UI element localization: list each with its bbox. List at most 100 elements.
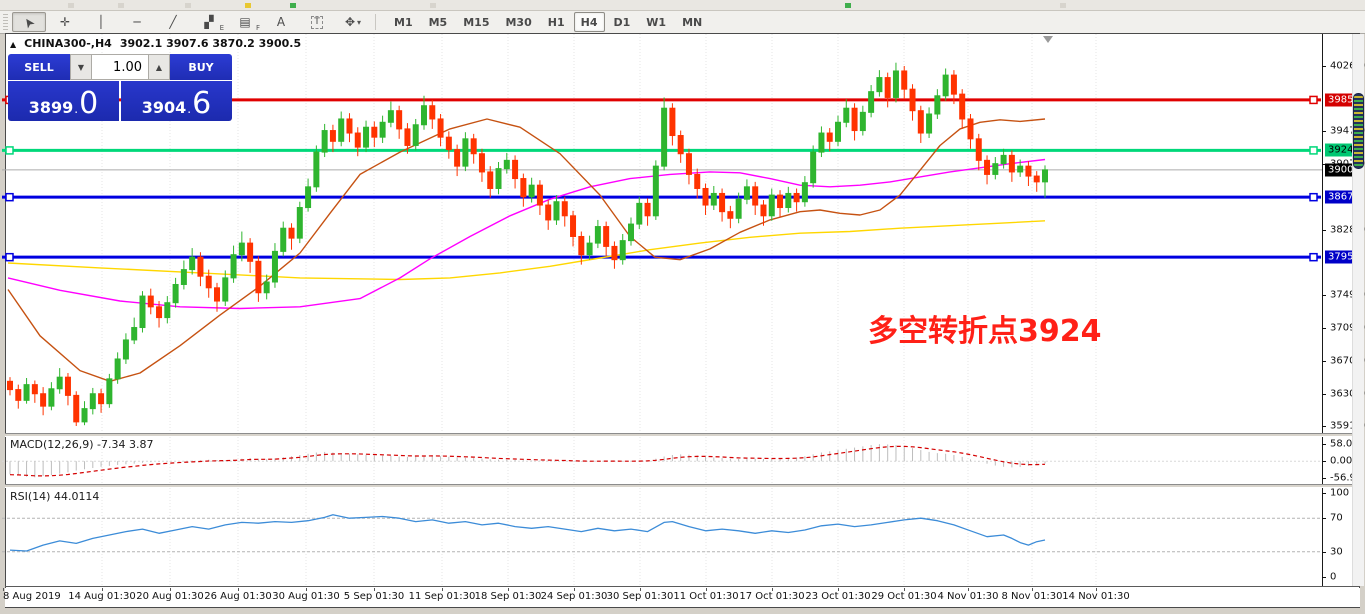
time-tick-label: 14 Nov 01:30 (1062, 591, 1130, 602)
timeframe-w1-button[interactable]: W1 (646, 15, 667, 29)
price-tick-label: 3630.0 (1330, 388, 1365, 400)
sell-price-button[interactable]: 3899 . 0 (8, 81, 119, 121)
tool-vertical-line-icon[interactable]: │ (97, 15, 105, 29)
tool-trendline-icon[interactable]: ╱ (169, 15, 177, 29)
time-tick-label: 5 Sep 01:30 (343, 591, 405, 602)
price-tick-mark (1322, 328, 1326, 330)
toolbar-separator (375, 14, 376, 30)
tool-cursor-icon[interactable]: ➤ (12, 12, 46, 32)
spinner-down-icon: ▼ (77, 62, 85, 72)
time-tick-mark (170, 588, 171, 591)
sell-button[interactable]: SELL (8, 54, 70, 80)
time-tick-mark (968, 588, 969, 591)
time-tick-mark (772, 588, 773, 591)
vertical-scrollbar-thumb[interactable] (1353, 93, 1364, 169)
buy-price-pips: 6 (192, 86, 212, 121)
time-tick-label: 24 Sep 01:30 (540, 591, 608, 602)
lot-increase-button[interactable]: ▲ (148, 54, 170, 80)
clipped-button (118, 3, 124, 8)
timeframe-h1-button[interactable]: H1 (547, 15, 565, 29)
time-axis[interactable]: 8 Aug 2019 14 Aug 01:30 20 Aug 01:30 26 Aug… (3, 588, 1360, 607)
time-tick-mark (3, 588, 4, 591)
clipped-indicator-icon (290, 3, 296, 8)
price-tick-mark (1322, 164, 1326, 166)
tool-text-label-icon[interactable]: T (300, 12, 334, 32)
timeframe-m15-button[interactable]: M15 (463, 15, 490, 29)
macd-scale-label: 58.05 (1330, 438, 1359, 450)
time-tick-mark (508, 588, 509, 591)
time-tick-label: 8 Nov 01:30 (1001, 591, 1063, 602)
sell-price-main: 3899 (28, 98, 74, 117)
lot-decrease-button[interactable]: ▼ (70, 54, 92, 80)
price-tick-mark (1322, 360, 1326, 362)
sell-price-dot: . (74, 102, 79, 116)
tool-arrows-icon[interactable]: ✥ ▾ (344, 15, 362, 29)
buy-price-button[interactable]: 3904 . 6 (121, 81, 232, 121)
macd-scale-label: -56.94 (1330, 472, 1363, 484)
rsi-scale-label: 30 (1330, 546, 1343, 558)
rsi-scale-label: 0 (1330, 571, 1337, 583)
price-tick-mark (1322, 551, 1326, 553)
chart-annotation-text[interactable]: 多空转折点3924 (868, 314, 1102, 349)
price-tick-label: 3591.0 (1330, 420, 1365, 432)
clipped-new-order-icon (245, 3, 251, 8)
price-tick-label: 3947.0 (1330, 125, 1365, 137)
macd-indicator-label: MACD(12,26,9) -7.34 3.87 (10, 438, 154, 451)
time-tick-mark (306, 588, 307, 591)
time-tick-mark (838, 588, 839, 591)
price-tick-label: 3709.0 (1330, 322, 1365, 334)
clipped-button (68, 3, 74, 8)
clipped-button (430, 3, 436, 8)
symbol-collapse-icon[interactable]: ▲ (10, 40, 17, 49)
price-tick-mark (1322, 393, 1326, 395)
time-tick-mark (706, 588, 707, 591)
tool-text-icon[interactable]: A (276, 15, 286, 29)
buy-button-label: BUY (188, 60, 214, 74)
timeframe-m5-button[interactable]: M5 (428, 15, 448, 29)
buy-price-main: 3904 (141, 98, 187, 117)
time-tick-label: 14 Aug 01:30 (68, 591, 136, 602)
price-axis-border (1322, 34, 1323, 586)
timeframe-h4-button[interactable]: H4 (573, 12, 605, 32)
timeframe-m30-button[interactable]: M30 (505, 15, 532, 29)
sell-price-pips: 0 (79, 86, 99, 121)
price-tick-mark (1322, 461, 1326, 462)
time-tick-mark (904, 588, 905, 591)
price-tick-mark (1322, 131, 1326, 133)
buy-price-dot: . (187, 102, 192, 116)
time-tick-mark (238, 588, 239, 591)
time-tick-label: 30 Sep 01:30 (606, 591, 674, 602)
buy-button[interactable]: BUY (170, 54, 232, 80)
clipped-button (185, 3, 191, 8)
time-tick-label: 11 Sep 01:30 (408, 591, 476, 602)
time-tick-mark (1096, 588, 1097, 591)
timeframe-d1-button[interactable]: D1 (613, 15, 631, 29)
lot-size-input[interactable]: 1.00 (92, 54, 148, 80)
tool-crosshair-icon[interactable]: ✛ (59, 15, 71, 29)
toolbar-drag-handle[interactable] (3, 14, 8, 30)
time-tick-label: 11 Oct 01:30 (673, 591, 739, 602)
price-tick-mark (1322, 426, 1326, 427)
tool-fibonacci-icon[interactable]: ▤ F (239, 15, 260, 32)
pane-separator-rsi[interactable] (5, 484, 1360, 488)
tool-horizontal-line-icon[interactable]: ─ (133, 15, 141, 29)
time-tick-mark (640, 588, 641, 591)
symbol-timeframe-label: CHINA300-,H4 (24, 37, 112, 50)
price-tick-mark (1322, 478, 1326, 479)
timeframe-m1-button[interactable]: M1 (394, 15, 413, 29)
tool-equidistant-channel-icon[interactable]: ▞ E (204, 15, 224, 32)
time-tick-mark (374, 588, 375, 591)
price-tick-mark (1322, 493, 1326, 494)
chart-shift-marker-icon[interactable] (1043, 36, 1053, 43)
time-tick-mark (574, 588, 575, 591)
spinner-up-icon: ▲ (155, 62, 163, 72)
rsi-indicator-label: RSI(14) 44.0114 (10, 490, 100, 503)
time-tick-mark (102, 588, 103, 591)
price-tick-mark (1322, 518, 1326, 520)
vertical-scrollbar-track[interactable] (1352, 34, 1364, 586)
time-tick-label: 18 Sep 01:30 (474, 591, 542, 602)
timeframe-mn-button[interactable]: MN (682, 15, 703, 29)
pane-separator-macd[interactable] (5, 433, 1360, 437)
time-tick-label: 29 Oct 01:30 (871, 591, 937, 602)
